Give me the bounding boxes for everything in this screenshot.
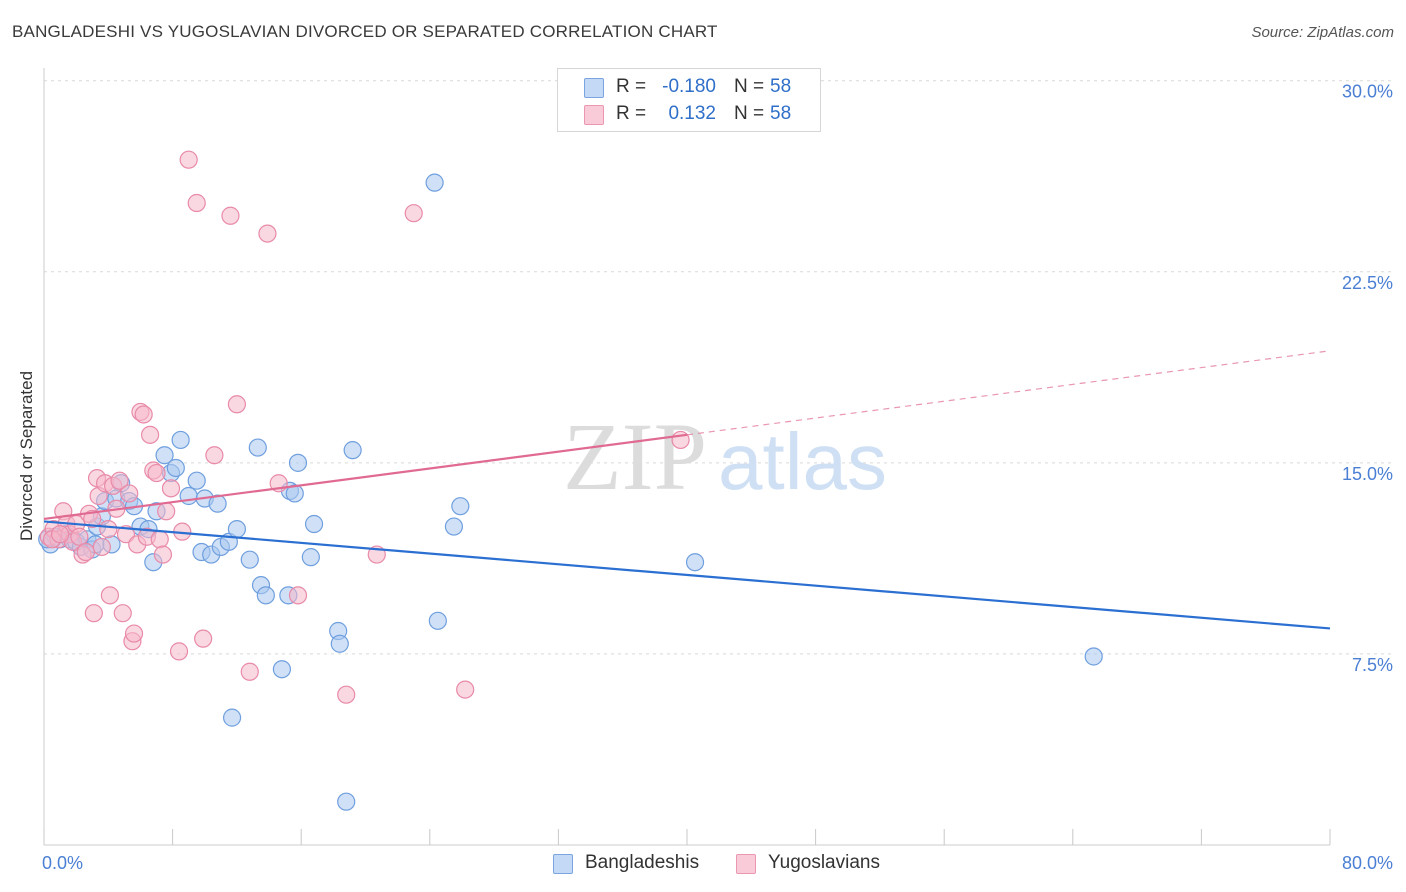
yugoslavian-point (221, 206, 240, 225)
bangladeshi-point (179, 486, 198, 506)
axes (43, 68, 1331, 846)
yugoslavian-point (50, 525, 70, 544)
yugoslavian-point (147, 463, 166, 483)
yugoslavian-point (157, 502, 176, 521)
y-axis-label: Divorced or Separated (17, 370, 36, 542)
bangladeshi-point (301, 548, 320, 567)
yugoslavian-point (258, 224, 277, 243)
bangladeshi-point (428, 611, 447, 630)
yugoslavian-point (113, 604, 132, 623)
yugoslavian-point (240, 662, 259, 681)
legend-swatch-blue (584, 78, 604, 98)
yugoslavian-point (187, 193, 206, 213)
yugoslavian-point (194, 629, 213, 648)
tick-labels: 7.5% 15.0% 22.5% 30.0% 0.0% 80.0% (42, 82, 1393, 873)
yugoslavian-point (134, 405, 153, 424)
yugoslavian-point (288, 586, 308, 605)
bangladeshi-trend-line (43, 520, 1331, 630)
yugoslavian-point (169, 642, 189, 661)
y-tick-label: 15.0% (1342, 464, 1393, 484)
yugoslavian-point (227, 395, 246, 414)
yugoslavian-point (404, 204, 423, 223)
bangladeshi-point (337, 792, 356, 811)
source-label: Source: ZipAtlas.com (1251, 24, 1394, 41)
bangladeshi-point (187, 471, 206, 490)
yugoslavian-point (153, 545, 173, 564)
trend-lines (43, 350, 1331, 630)
legend-r-label: R = (616, 103, 647, 124)
yugoslavian-point (120, 484, 139, 503)
yugoslavian-point (83, 509, 102, 529)
legend-n-value: 58 (770, 76, 792, 97)
yugoslavian-point (140, 425, 160, 444)
bangladeshi-point (288, 453, 308, 472)
yugoslavian-point (124, 624, 144, 643)
yugoslavian-point (100, 586, 120, 605)
yugoslavian-point (110, 471, 129, 490)
watermark-zip: ZIP (563, 403, 707, 510)
bangladeshi-point (451, 497, 470, 516)
yugoslavian-point (205, 446, 224, 465)
bangladeshi-point (248, 438, 267, 457)
yugoslavian-point (337, 685, 356, 704)
yugoslavian-point (456, 680, 475, 699)
yugoslavian-point (84, 604, 103, 623)
y-tick-label: 30.0% (1342, 82, 1393, 102)
bangladeshi-point (222, 708, 242, 727)
legend-row-bangladeshis: R = -0.180 N = 58 (558, 74, 820, 100)
bangladeshi-point (330, 634, 349, 653)
bangladeshi-point (272, 660, 292, 679)
data-points (38, 150, 1103, 811)
legend-n-label: N = (734, 103, 765, 124)
yugoslavian-point (161, 479, 181, 498)
y-tick-label: 22.5% (1342, 273, 1393, 293)
chart-title: BANGLADESHI VS YUGOSLAVIAN DIVORCED OR S… (12, 22, 718, 41)
bangladeshi-point (425, 173, 444, 192)
x-tick-label: 0.0% (42, 853, 83, 873)
yugoslavian-point (150, 530, 169, 549)
yugoslavian-trend-extension (686, 350, 1331, 436)
yugoslavian-trend-line (43, 433, 688, 521)
bottom-legend-swatch-pink (736, 854, 756, 874)
yugoslavian-point (92, 537, 111, 557)
watermark: ZIP atlas (563, 403, 887, 510)
yugoslavian-point (179, 150, 198, 169)
correlation-legend: R = -0.180 N = 58 R = 0.132 N = 58 (557, 68, 821, 132)
watermark-atlas: atlas (718, 417, 887, 506)
bangladeshi-point (685, 553, 705, 572)
bangladeshi-point (240, 550, 259, 569)
bangladeshi-point (444, 517, 464, 536)
legend-r-value: -0.180 (662, 76, 716, 97)
yugoslavian-point (99, 520, 118, 539)
legend-r-value: 0.132 (668, 103, 716, 124)
yugoslavian-point (70, 527, 89, 546)
bangladeshi-point (166, 458, 185, 478)
legend-n-label: N = (734, 76, 765, 97)
yugoslavian-point (116, 525, 136, 544)
bangladeshi-point (285, 484, 304, 503)
x-tick-label: 80.0% (1342, 853, 1393, 873)
bangladeshi-point (343, 441, 362, 460)
bottom-legend-swatch-blue (553, 854, 573, 874)
bottom-legend-label: Yugoslavians (768, 852, 880, 873)
legend-n-value: 58 (770, 103, 792, 124)
legend-r-label: R = (616, 76, 647, 97)
bangladeshi-point (1084, 647, 1103, 666)
bangladeshi-point (171, 430, 190, 450)
legend-swatch-pink (584, 105, 604, 125)
bangladeshi-point (304, 514, 324, 534)
bottom-legend-label: Bangladeshis (585, 852, 700, 873)
bangladeshi-point (155, 446, 174, 465)
y-tick-label: 7.5% (1352, 655, 1393, 675)
yugoslavian-point (76, 542, 95, 562)
bangladeshi-point (227, 520, 246, 539)
legend-row-yugoslavians: R = 0.132 N = 58 (558, 101, 820, 127)
bangladeshi-point (256, 586, 275, 605)
